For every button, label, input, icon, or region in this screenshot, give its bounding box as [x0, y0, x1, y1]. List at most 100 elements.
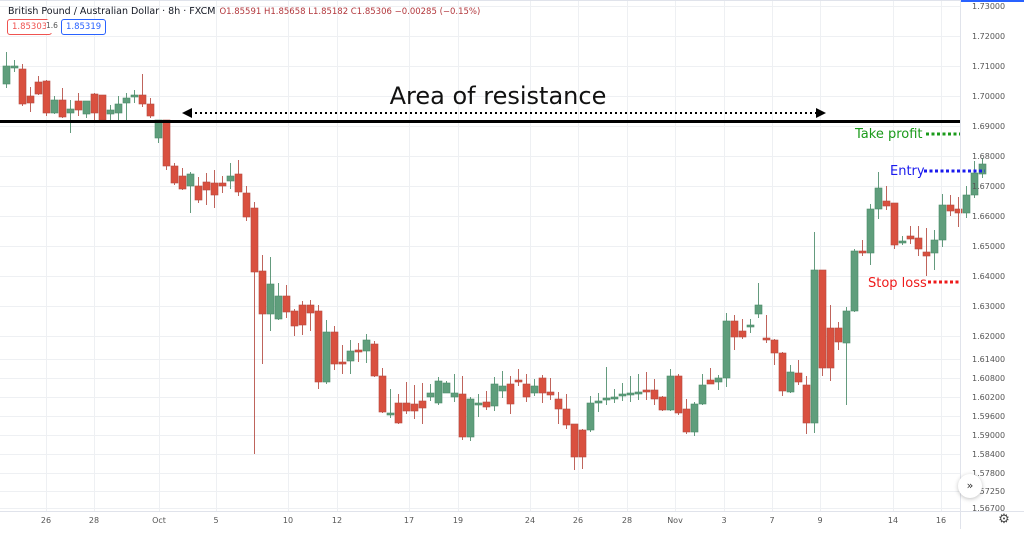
- price-tick-label: 1.57250: [972, 487, 1005, 496]
- candle: [490, 377, 499, 411]
- candle: [210, 170, 219, 208]
- time-axis[interactable]: 26 28 Oct 5 10 12 17 19 24 26 28 Nov 3 7 9 14 16: [41, 516, 946, 525]
- time-tick-label: 5: [213, 516, 218, 525]
- time-tick-label: Nov: [667, 516, 683, 525]
- candle: [746, 319, 755, 333]
- time-tick-label: 3: [721, 516, 726, 525]
- gear-icon: ⚙: [998, 512, 1010, 527]
- candle: [378, 368, 387, 413]
- candle: [66, 100, 75, 133]
- candle: [810, 232, 819, 433]
- candle: [338, 345, 347, 374]
- candle: [290, 309, 299, 336]
- candle: [538, 375, 547, 403]
- time-tick-label: 7: [769, 516, 774, 525]
- chart-settings-button[interactable]: ⚙: [996, 512, 1012, 528]
- candle: [914, 226, 923, 256]
- candle: [602, 367, 611, 405]
- candle: [106, 105, 115, 121]
- time-tick-label: 14: [888, 516, 898, 525]
- candle: [506, 376, 515, 414]
- time-tick-label: 26: [573, 516, 583, 525]
- candle: [642, 372, 651, 400]
- candle: [266, 257, 275, 331]
- candle: [562, 394, 571, 429]
- candle: [82, 100, 91, 118]
- candle: [50, 96, 59, 114]
- candle: [970, 161, 979, 198]
- candle: [866, 204, 875, 265]
- candle: [882, 186, 891, 210]
- price-tick-label: 1.69000: [972, 122, 1005, 131]
- spread-value: 1.6: [46, 19, 58, 33]
- candle: [258, 255, 267, 364]
- candle: [154, 119, 163, 143]
- candle: [690, 402, 699, 436]
- candle: [738, 319, 747, 339]
- candle: [386, 389, 395, 418]
- price-tick-label: 1.71000: [972, 62, 1005, 71]
- double-chevron-right-icon: »: [966, 479, 974, 492]
- candle: [474, 394, 483, 417]
- time-tick-label: 16: [936, 516, 946, 525]
- take-profit-label: Take profit: [854, 127, 923, 142]
- candle: [322, 320, 331, 384]
- candle: [426, 384, 435, 401]
- ask-price-button[interactable]: 1.85319: [61, 19, 107, 35]
- grid-lines: [0, 0, 960, 511]
- candle: [274, 283, 283, 320]
- candle: [818, 269, 827, 376]
- candle: [442, 381, 451, 394]
- price-tick-label: 1.66000: [972, 212, 1005, 221]
- candle: [786, 365, 795, 393]
- candle: [2, 52, 11, 88]
- candle: [626, 376, 635, 402]
- candle: [962, 186, 971, 218]
- candle: [186, 172, 195, 213]
- candle: [850, 249, 859, 312]
- candle: [618, 383, 627, 401]
- price-tick-label: 1.72000: [972, 32, 1005, 41]
- candle: [730, 315, 739, 350]
- ohlc-values: O1.85591 H1.85658 L1.85182 C1.85306 −0.0…: [219, 7, 481, 17]
- price-tick-label: 1.67000: [972, 182, 1005, 191]
- time-tick-label: 19: [453, 516, 463, 525]
- candle: [578, 429, 587, 469]
- price-tick-label: 1.73000: [972, 2, 1005, 11]
- candle: [794, 360, 803, 385]
- candle: [298, 301, 307, 335]
- candle: [570, 423, 579, 470]
- candle: [778, 352, 787, 396]
- scroll-to-realtime-button[interactable]: »: [958, 474, 982, 498]
- price-tick-label: 1.68000: [972, 152, 1005, 161]
- candle: [314, 305, 323, 389]
- candle: [858, 240, 867, 256]
- candle: [498, 371, 507, 398]
- candle: [666, 369, 675, 411]
- price-axis[interactable]: 1.73000 1.72000 1.71000 1.70000 1.69000 1.680…: [972, 2, 1005, 513]
- candle: [202, 173, 211, 205]
- candle: [362, 334, 371, 363]
- price-tick-label: 1.60800: [972, 374, 1005, 383]
- candle: [898, 236, 907, 245]
- candle: [218, 176, 227, 193]
- candle: [26, 87, 35, 112]
- symbol-legend: British Pound / Australian Dollar · 8h ·…: [8, 6, 480, 17]
- candle: [906, 226, 915, 244]
- candle: [10, 60, 19, 72]
- price-tick-label: 1.60200: [972, 393, 1005, 402]
- bid-price-button[interactable]: 1.85303: [7, 19, 53, 35]
- candle: [714, 375, 723, 390]
- time-tick-label: 17: [404, 516, 414, 525]
- candle: [658, 396, 667, 411]
- candle: [194, 177, 203, 203]
- price-tick-label: 1.56700: [972, 504, 1005, 513]
- time-tick-label: 9: [817, 516, 822, 525]
- candle: [34, 76, 43, 95]
- time-tick-label: 24: [525, 516, 535, 525]
- price-tick-label: 1.59000: [972, 431, 1005, 440]
- candle: [706, 368, 715, 385]
- candle: [418, 383, 427, 424]
